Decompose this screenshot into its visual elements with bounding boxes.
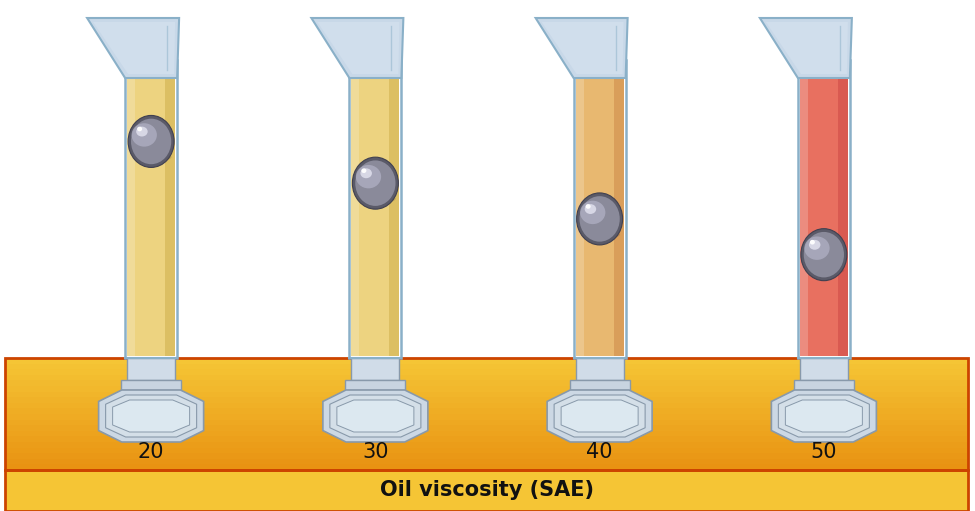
Bar (5, 386, 968, 391)
Bar (5, 420, 968, 425)
Polygon shape (771, 390, 877, 442)
Polygon shape (94, 22, 176, 74)
Ellipse shape (362, 168, 367, 173)
Bar (5, 358, 968, 470)
Bar (165, 58, 176, 356)
Bar (5, 436, 968, 442)
Ellipse shape (132, 123, 157, 147)
Ellipse shape (800, 229, 847, 281)
Polygon shape (547, 390, 652, 442)
Bar (5, 391, 968, 397)
Ellipse shape (356, 165, 381, 189)
Bar (127, 358, 176, 380)
Ellipse shape (586, 204, 591, 209)
Bar (800, 58, 808, 356)
Bar (800, 358, 848, 380)
Bar (351, 358, 400, 380)
Polygon shape (330, 395, 421, 437)
Bar (5, 403, 968, 408)
Ellipse shape (352, 157, 399, 209)
Bar (5, 453, 968, 459)
Bar (5, 414, 968, 420)
Ellipse shape (807, 266, 844, 275)
Text: Oil viscosity (SAE): Oil viscosity (SAE) (380, 480, 594, 500)
Polygon shape (323, 390, 428, 442)
Polygon shape (337, 400, 413, 432)
Bar (121, 380, 181, 390)
Ellipse shape (137, 127, 142, 131)
Text: 50: 50 (810, 442, 838, 462)
Ellipse shape (583, 230, 620, 239)
Ellipse shape (804, 237, 830, 260)
Polygon shape (786, 400, 862, 432)
Polygon shape (760, 18, 852, 78)
Ellipse shape (135, 152, 172, 161)
Ellipse shape (803, 232, 844, 277)
Polygon shape (766, 22, 848, 74)
Bar (127, 58, 136, 356)
Bar (5, 431, 968, 436)
Bar (5, 408, 968, 414)
Ellipse shape (580, 201, 605, 224)
Bar (5, 448, 968, 453)
Ellipse shape (355, 160, 396, 206)
Bar (575, 58, 584, 356)
Bar (127, 58, 176, 356)
Bar (5, 369, 968, 375)
Bar (5, 375, 968, 380)
Polygon shape (105, 395, 197, 437)
Bar (351, 58, 400, 356)
Text: 30: 30 (362, 442, 389, 462)
Text: 40: 40 (586, 442, 613, 462)
Ellipse shape (359, 194, 396, 203)
Bar (5, 364, 968, 369)
Bar (345, 380, 406, 390)
Bar (389, 58, 400, 356)
Bar (575, 58, 624, 356)
Bar (794, 380, 854, 390)
Ellipse shape (576, 193, 623, 245)
Ellipse shape (361, 168, 371, 178)
Bar (5, 442, 968, 448)
Bar (5, 380, 968, 386)
Bar (5, 464, 968, 470)
Ellipse shape (131, 119, 172, 164)
Bar (351, 58, 360, 356)
Ellipse shape (579, 196, 620, 242)
Bar (5, 425, 968, 431)
Bar (575, 358, 624, 380)
Bar (613, 58, 624, 356)
Polygon shape (535, 18, 628, 78)
Polygon shape (311, 18, 404, 78)
Polygon shape (542, 22, 624, 74)
Ellipse shape (585, 204, 596, 214)
Bar (569, 380, 630, 390)
Polygon shape (318, 22, 400, 74)
Text: 20: 20 (137, 442, 165, 462)
Bar (5, 397, 968, 403)
Ellipse shape (809, 240, 820, 250)
Ellipse shape (810, 240, 815, 245)
Polygon shape (87, 18, 179, 78)
Ellipse shape (136, 127, 147, 136)
Bar (5, 358, 968, 364)
Polygon shape (778, 395, 870, 437)
Polygon shape (562, 400, 638, 432)
Polygon shape (554, 395, 645, 437)
Polygon shape (98, 390, 204, 442)
Bar (800, 58, 848, 356)
Bar (5, 470, 968, 511)
Polygon shape (113, 400, 189, 432)
Bar (838, 58, 848, 356)
Ellipse shape (128, 115, 175, 168)
Bar (5, 459, 968, 464)
